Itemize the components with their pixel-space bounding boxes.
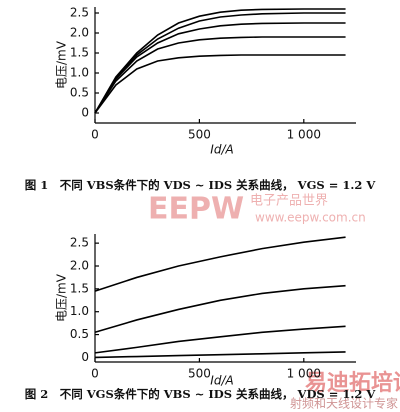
x-tick-label: 1 000 [287,128,321,142]
x-axis-label: Id/A [210,143,233,157]
watermark: EEPW [148,192,244,227]
curve [94,351,346,359]
watermark: 电子产品世界 [250,194,328,209]
y-tick-label: 2.5 [70,6,89,20]
x-tick-label: 1 000 [287,367,321,381]
y-tick-label: 1.0 [70,66,89,80]
y-tick-label: 1.5 [70,281,89,295]
curve [94,22,346,114]
x-axis-label: Id/A [210,374,233,388]
x-tick-label: 0 [91,367,99,381]
caption: 图 2 不同 VGS条件下的 VBS ~ IDS 关系曲线， VDS = 1.2… [25,387,377,401]
caption: 图 1 不同 VBS条件下的 VDS ~ IDS 关系曲线， VGS = 1.2… [25,178,377,192]
curve [94,236,346,292]
watermark: 射频和天线设计专家 [290,396,398,411]
curve [94,284,346,334]
y-tick-label: 2.5 [70,236,89,250]
y-tick-label: 0 [81,106,89,120]
y-tick-label: 1.5 [70,46,89,60]
y-tick-label: 0.5 [70,86,89,100]
y-axis-label: 电压/mV [55,273,69,322]
y-tick-label: 0 [81,350,89,364]
x-tick-label: 500 [188,128,211,142]
curve [94,36,346,114]
y-axis-label: 电压/mV [55,40,69,89]
x-tick-label: 0 [91,128,99,142]
curve [94,54,346,114]
curve [94,325,346,354]
curve [94,8,346,114]
watermark: 易迪拓培训 [305,370,400,396]
watermark: www.eepw.com.cn [255,211,366,225]
x-tick-label: 500 [188,367,211,381]
curve [94,12,346,114]
y-tick-label: 1.0 [70,304,89,318]
y-tick-label: 2.0 [70,259,89,273]
y-tick-label: 2.0 [70,26,89,40]
y-tick-label: 0.5 [70,327,89,341]
